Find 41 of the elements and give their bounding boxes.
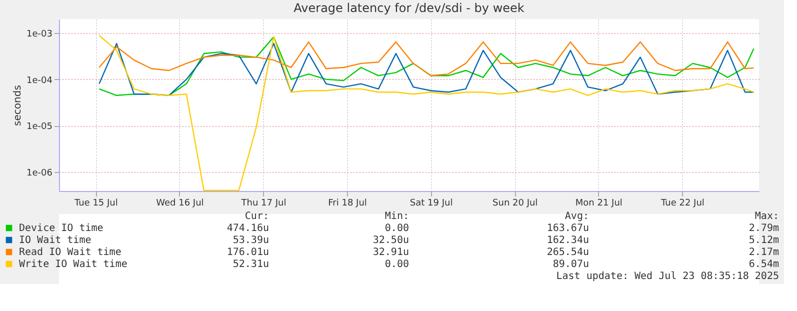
text: 89.07u xyxy=(552,259,589,270)
text: 163.67u xyxy=(546,223,589,234)
x-tick-label: Tue 22 Jul xyxy=(660,198,704,208)
legend-label: Write IO Wait time xyxy=(19,259,128,270)
text: Last update: Wed Jul 23 08:35:18 2025 xyxy=(556,271,779,282)
x-tick-label: Wed 16 Jul xyxy=(156,198,204,208)
chart-title: Average latency for /dev/sdi - by week xyxy=(294,1,524,15)
x-tick-label: Mon 21 Jul xyxy=(575,198,622,208)
text: Min: xyxy=(384,211,409,222)
text: 32.50u xyxy=(372,235,409,246)
text: 0.00 xyxy=(384,259,409,270)
line-series xyxy=(98,41,754,76)
text: 265.54u xyxy=(546,247,589,258)
y-tick-label: 1e-06 xyxy=(26,168,53,179)
text: 0.00 xyxy=(384,223,409,234)
x-tick-label: Sun 20 Jul xyxy=(492,198,538,208)
text: 162.34u xyxy=(546,235,589,246)
legend-label: IO Wait time xyxy=(19,235,92,246)
y-tick-label: 1e-03 xyxy=(26,29,52,40)
text: 52.31u xyxy=(232,259,269,270)
text: 5.12m xyxy=(748,235,779,246)
text: Cur: xyxy=(244,211,269,222)
text: 6.54m xyxy=(748,259,779,270)
text: Avg: xyxy=(564,211,589,222)
text: 176.01u xyxy=(226,247,269,258)
text: 32.91u xyxy=(372,247,409,258)
x-tick-label: Thu 17 Jul xyxy=(240,198,286,208)
x-tick-label: Fri 18 Jul xyxy=(328,198,367,208)
y-tick-label: 1e-04 xyxy=(26,76,53,86)
legend-label: Read IO Wait time xyxy=(19,247,122,258)
text: 474.16u xyxy=(226,223,269,234)
x-tick-label: Tue 15 Jul xyxy=(73,198,118,208)
text: 2.17m xyxy=(748,247,779,258)
text: 53.39u xyxy=(232,235,269,246)
text: Max: xyxy=(754,211,779,222)
line-series xyxy=(98,34,754,192)
x-tick-label: Sat 19 Jul xyxy=(410,198,453,208)
text: 2.79m xyxy=(748,223,779,234)
y-axis-title: seconds xyxy=(12,85,24,126)
y-tick-label: 1e-05 xyxy=(26,122,52,132)
legend-label: Device IO time xyxy=(19,223,104,234)
